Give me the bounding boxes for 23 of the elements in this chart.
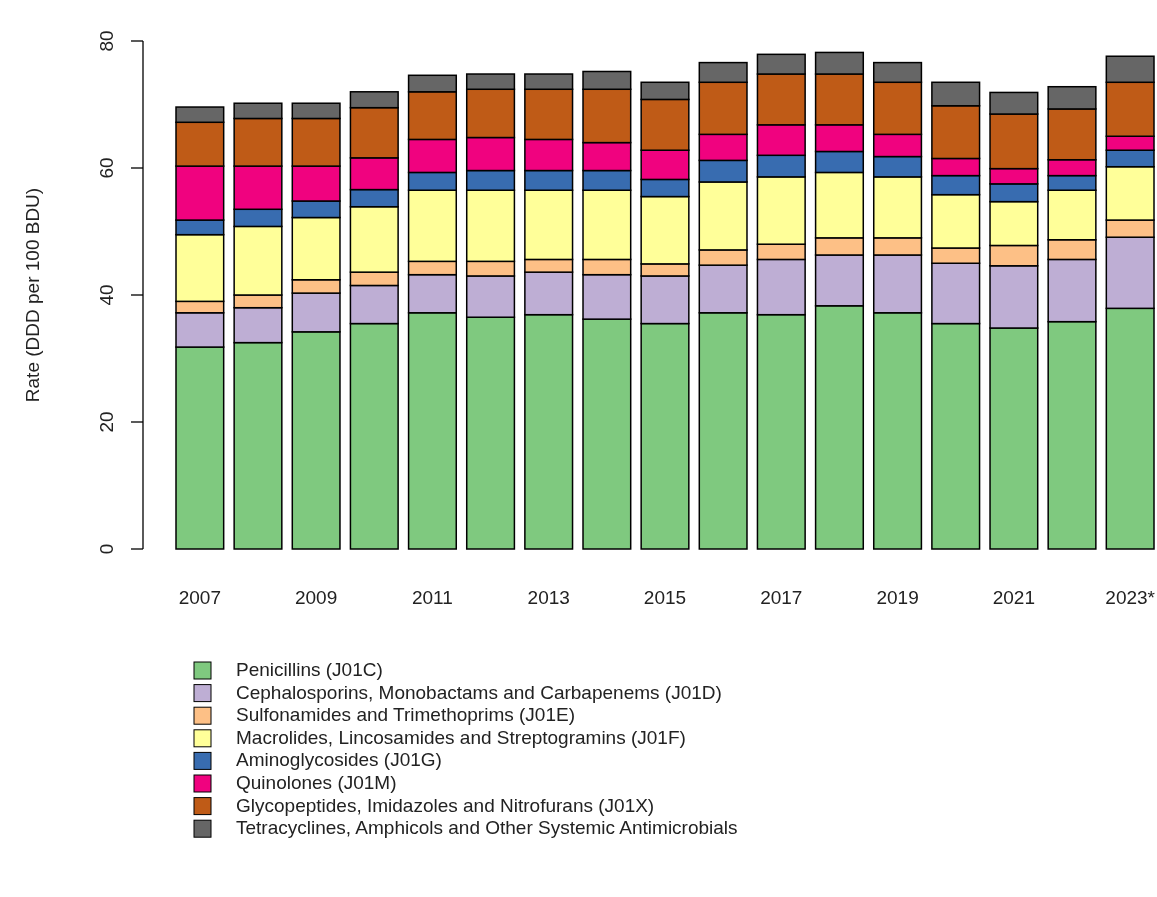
legend-label: Sulfonamides and Trimethoprims (J01E) bbox=[236, 704, 575, 726]
y-tick-label: 80 bbox=[96, 30, 117, 52]
legend-label: Glycopeptides, Imidazoles and Nitrofurans (J01X) bbox=[236, 794, 655, 816]
x-tick-label: 2023* bbox=[1105, 587, 1156, 608]
x-tick-label: 2017 bbox=[760, 587, 803, 608]
y-tick-label: 60 bbox=[96, 157, 117, 179]
y-axis-title: Rate (DDD per 100 BDU) bbox=[22, 187, 43, 403]
legend-label: Quinolones (J01M) bbox=[236, 772, 397, 793]
legend-label: Tetracyclines, Amphicols and Other Systemic Antimicrobials bbox=[236, 817, 738, 839]
y-tick-label: 40 bbox=[96, 284, 117, 306]
x-tick-label: 2009 bbox=[294, 587, 338, 608]
y-tick-label: 0 bbox=[96, 543, 117, 555]
x-tick-label: 2011 bbox=[411, 587, 453, 608]
y-tick-label: 20 bbox=[96, 411, 117, 433]
legend-label: Penicillins (J01C) bbox=[236, 659, 383, 680]
x-tick-label: 2007 bbox=[178, 587, 221, 608]
legend-label: Aminoglycosides (J01G) bbox=[236, 749, 442, 771]
x-tick-label: 2013 bbox=[527, 587, 570, 608]
x-tick-label: 2019 bbox=[876, 587, 919, 608]
x-tick-label: 2021 bbox=[992, 587, 1036, 608]
legend-label: Cephalosporins, Monobactams and Carbapenems (J01D) bbox=[236, 681, 722, 703]
legend-label: Macrolides, Lincosamides and Streptogramins (J01F) bbox=[236, 726, 686, 748]
x-tick-label: 2015 bbox=[643, 587, 687, 608]
